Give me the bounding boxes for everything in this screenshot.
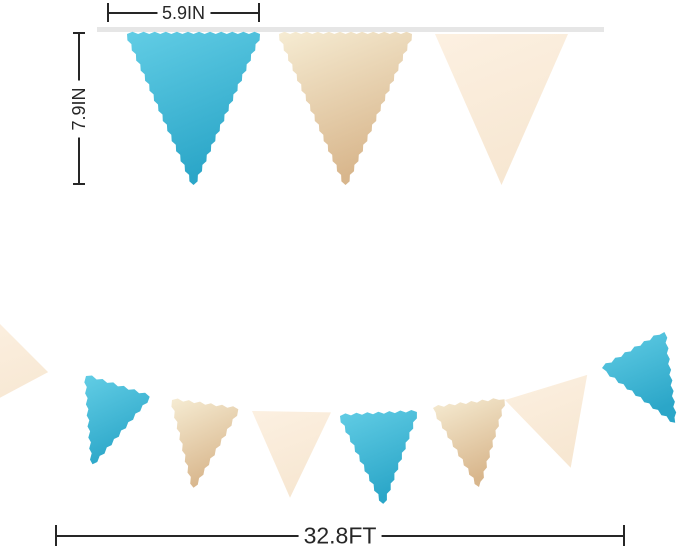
bottom-pennant-gold xyxy=(433,398,505,487)
bottom-pennant-blue xyxy=(340,410,417,504)
height-dimension-label: 7.9IN xyxy=(69,79,89,138)
height-dimension: 7.9IN xyxy=(69,32,89,185)
length-dimension: 32.8FT xyxy=(55,524,625,547)
width-dimension: 5.9IN xyxy=(107,3,260,22)
height-dimension-tick-bottom xyxy=(73,183,85,185)
bottom-pennant-blue xyxy=(602,332,677,423)
bottom-pennant-blue xyxy=(84,375,150,465)
bottom-pennant-cream xyxy=(505,374,588,468)
length-dimension-label: 32.8FT xyxy=(298,524,382,547)
bottom-pennant-cream xyxy=(0,324,49,398)
length-dimension-tick-left xyxy=(55,525,57,546)
bottom-pennant-cream xyxy=(252,411,331,498)
width-dimension-label: 5.9IN xyxy=(156,3,211,22)
banner-string xyxy=(97,27,604,32)
top-pennant-gold xyxy=(279,31,412,186)
width-dimension-tick-left xyxy=(107,3,109,22)
width-dimension-tick-right xyxy=(258,3,260,22)
length-dimension-tick-right xyxy=(623,525,625,546)
bottom-pennant-gold xyxy=(171,398,239,488)
top-pennant-cream xyxy=(435,34,568,185)
top-pennant-blue xyxy=(127,31,260,186)
height-dimension-tick-top xyxy=(73,32,85,34)
